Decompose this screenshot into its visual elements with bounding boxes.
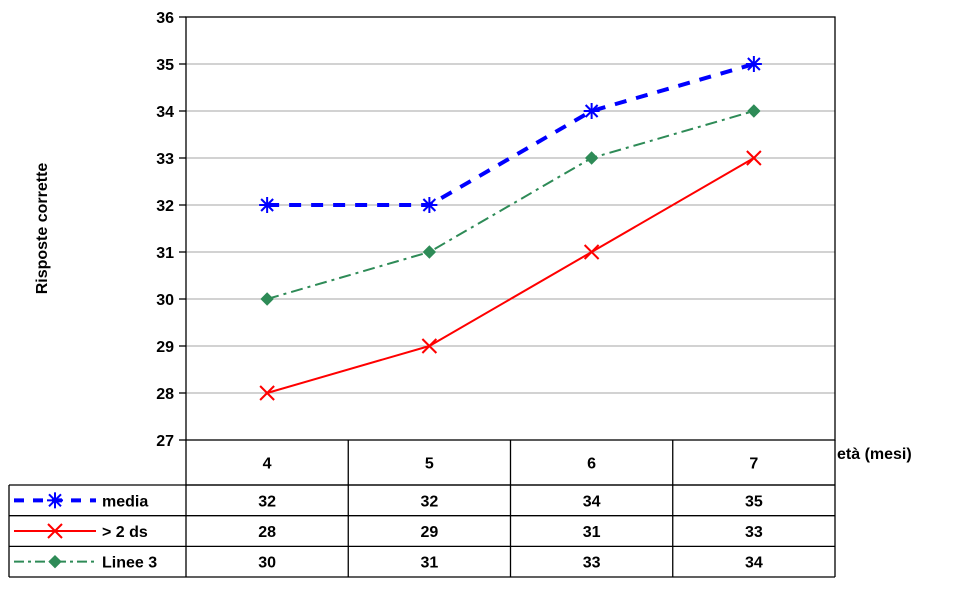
data-label: 32: [420, 493, 438, 510]
legend-key: [14, 492, 96, 509]
plot-area-frame: [185, 16, 836, 441]
data-point: [583, 103, 600, 119]
legend-label: Linee 3: [102, 555, 157, 572]
data-label: 29: [420, 524, 438, 541]
y-tick-label: 36: [156, 10, 174, 27]
y-tick-label: 30: [156, 292, 174, 309]
data-point: [747, 104, 761, 118]
y-tick-label: 31: [156, 245, 174, 262]
series-lines: [259, 56, 762, 401]
y-tick-label: 33: [156, 151, 174, 168]
axes: [179, 16, 836, 441]
series-line: [266, 110, 755, 300]
data-point: [583, 244, 600, 260]
series-3: [260, 104, 761, 306]
data-point: [259, 385, 275, 401]
series-line: [266, 157, 755, 394]
data-label: 33: [583, 555, 601, 572]
data-label: 35: [745, 493, 763, 510]
y-tick-label: 34: [156, 104, 174, 121]
legend-key: [14, 554, 96, 569]
legend-label: > 2 ds: [102, 524, 148, 541]
data-point: [745, 56, 762, 72]
legend-label: media: [102, 493, 148, 510]
data-label: 34: [583, 493, 601, 510]
data-label: 33: [745, 524, 763, 541]
data-point: [259, 197, 276, 213]
data-label: 31: [583, 524, 601, 541]
y-tick-label: 29: [156, 339, 174, 356]
x-tick-label: 5: [425, 456, 434, 473]
data-label: 31: [420, 555, 438, 572]
x-axis-label: età (mesi): [837, 446, 912, 463]
y-axis-label: Risposte corrette: [34, 163, 51, 295]
data-label: 32: [258, 493, 276, 510]
grid-lines: [186, 63, 835, 394]
y-tick-label: 35: [156, 57, 174, 74]
data-label: 28: [258, 524, 276, 541]
x-tick-label: 7: [749, 456, 758, 473]
data-table: 4 5 6 7 media 32 32 34 35 > 2 ds 28 29 31 33 Linee 3 30…: [8, 440, 836, 578]
y-tick-label: 32: [156, 198, 174, 215]
x-tick-label: 4: [263, 456, 272, 473]
data-point: [422, 245, 437, 259]
y-tick-label: 27: [156, 433, 174, 450]
data-label: 34: [745, 555, 763, 572]
data-point: [260, 292, 274, 306]
y-tick-label: 28: [156, 386, 174, 403]
data-point: [584, 151, 599, 165]
data-label: 30: [258, 555, 276, 572]
data-point: [421, 338, 438, 354]
y-tick-labels: 27 28 29 30 31 32 33 34 35 36: [156, 10, 174, 450]
x-tick-label: 6: [587, 456, 596, 473]
data-point: [421, 197, 438, 213]
data-point: [746, 150, 762, 166]
series-1: [259, 56, 762, 213]
legend-key: [14, 523, 96, 539]
series-line: [267, 62, 755, 207]
series-2: [259, 150, 762, 401]
